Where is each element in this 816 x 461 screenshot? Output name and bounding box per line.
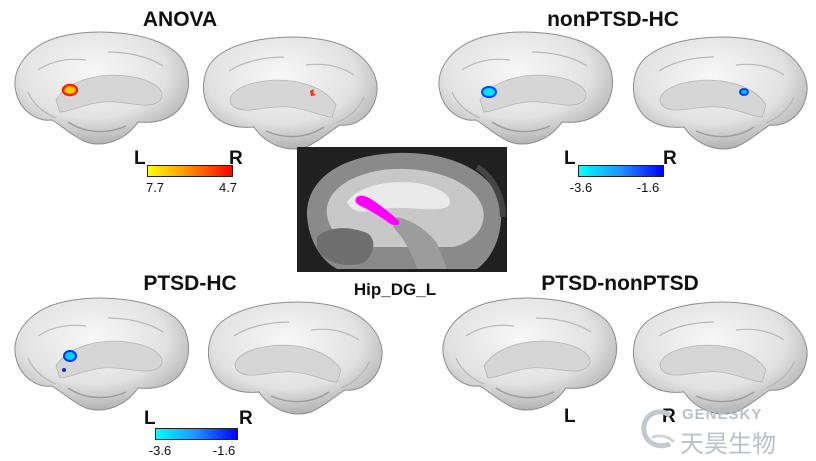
genesky-brand-en: GENESKY [682,406,763,423]
ptsd-hc-colorbar-max: -1.6 [212,443,236,458]
nonptsd-hc-right-brain [632,36,808,150]
ptsd-hc-left-label: L [144,408,156,429]
anova-colorbar-max: 4.7 [218,180,238,195]
ptsd-hc-colorbar [155,428,238,440]
ptsd-nonptsd-left-label: L [564,406,576,427]
nonptsd-hc-colorbar [578,165,664,177]
anova-right-label: R [229,148,243,169]
nonptsd-hc-colorbar-min: -3.6 [569,180,593,195]
roi-label: Hip_DG_L [353,280,437,299]
ptsd-hc-left-cluster [63,350,77,362]
anova-left-brain [14,31,190,145]
nonptsd-hc-colorbar-max: -1.6 [636,180,660,195]
anova-right-brain [202,36,378,150]
anova-left-label: L [134,148,146,169]
hippocampus-roi [355,195,400,226]
ptsd-hc-right-brain [207,301,383,415]
mri-image [297,147,507,272]
genesky-logo-icon [641,409,676,449]
nonptsd-hc-left-label: L [564,148,576,169]
anova-right-cluster [310,89,316,96]
sagittal-mri-slice [297,147,507,272]
genesky-brand-cn: 天昊生物 [680,430,776,458]
nonptsd-hc-title: nonPTSD-HC [547,8,679,31]
nonptsd-hc-left-brain [438,31,614,145]
ptsd-nonptsd-left-brain [442,297,618,411]
nonptsd-hc-right-label: R [663,148,677,169]
ptsd-hc-right-label: R [239,408,253,429]
ptsd-hc-colorbar-min: -3.6 [148,443,172,458]
anova-title: ANOVA [142,8,218,31]
anova-colorbar-min: 7.7 [145,180,165,195]
ptsd-nonptsd-title: PTSD-nonPTSD [541,272,699,295]
anova-colorbar [147,165,233,177]
genesky-watermark: GENESKY 天昊生物 [640,404,810,458]
ptsd-hc-title: PTSD-HC [143,272,237,295]
nonptsd-hc-right-cluster [739,88,749,96]
nonptsd-hc-left-cluster [481,86,497,98]
anova-left-cluster [61,83,79,97]
ptsd-hc-left-brain [14,297,190,411]
